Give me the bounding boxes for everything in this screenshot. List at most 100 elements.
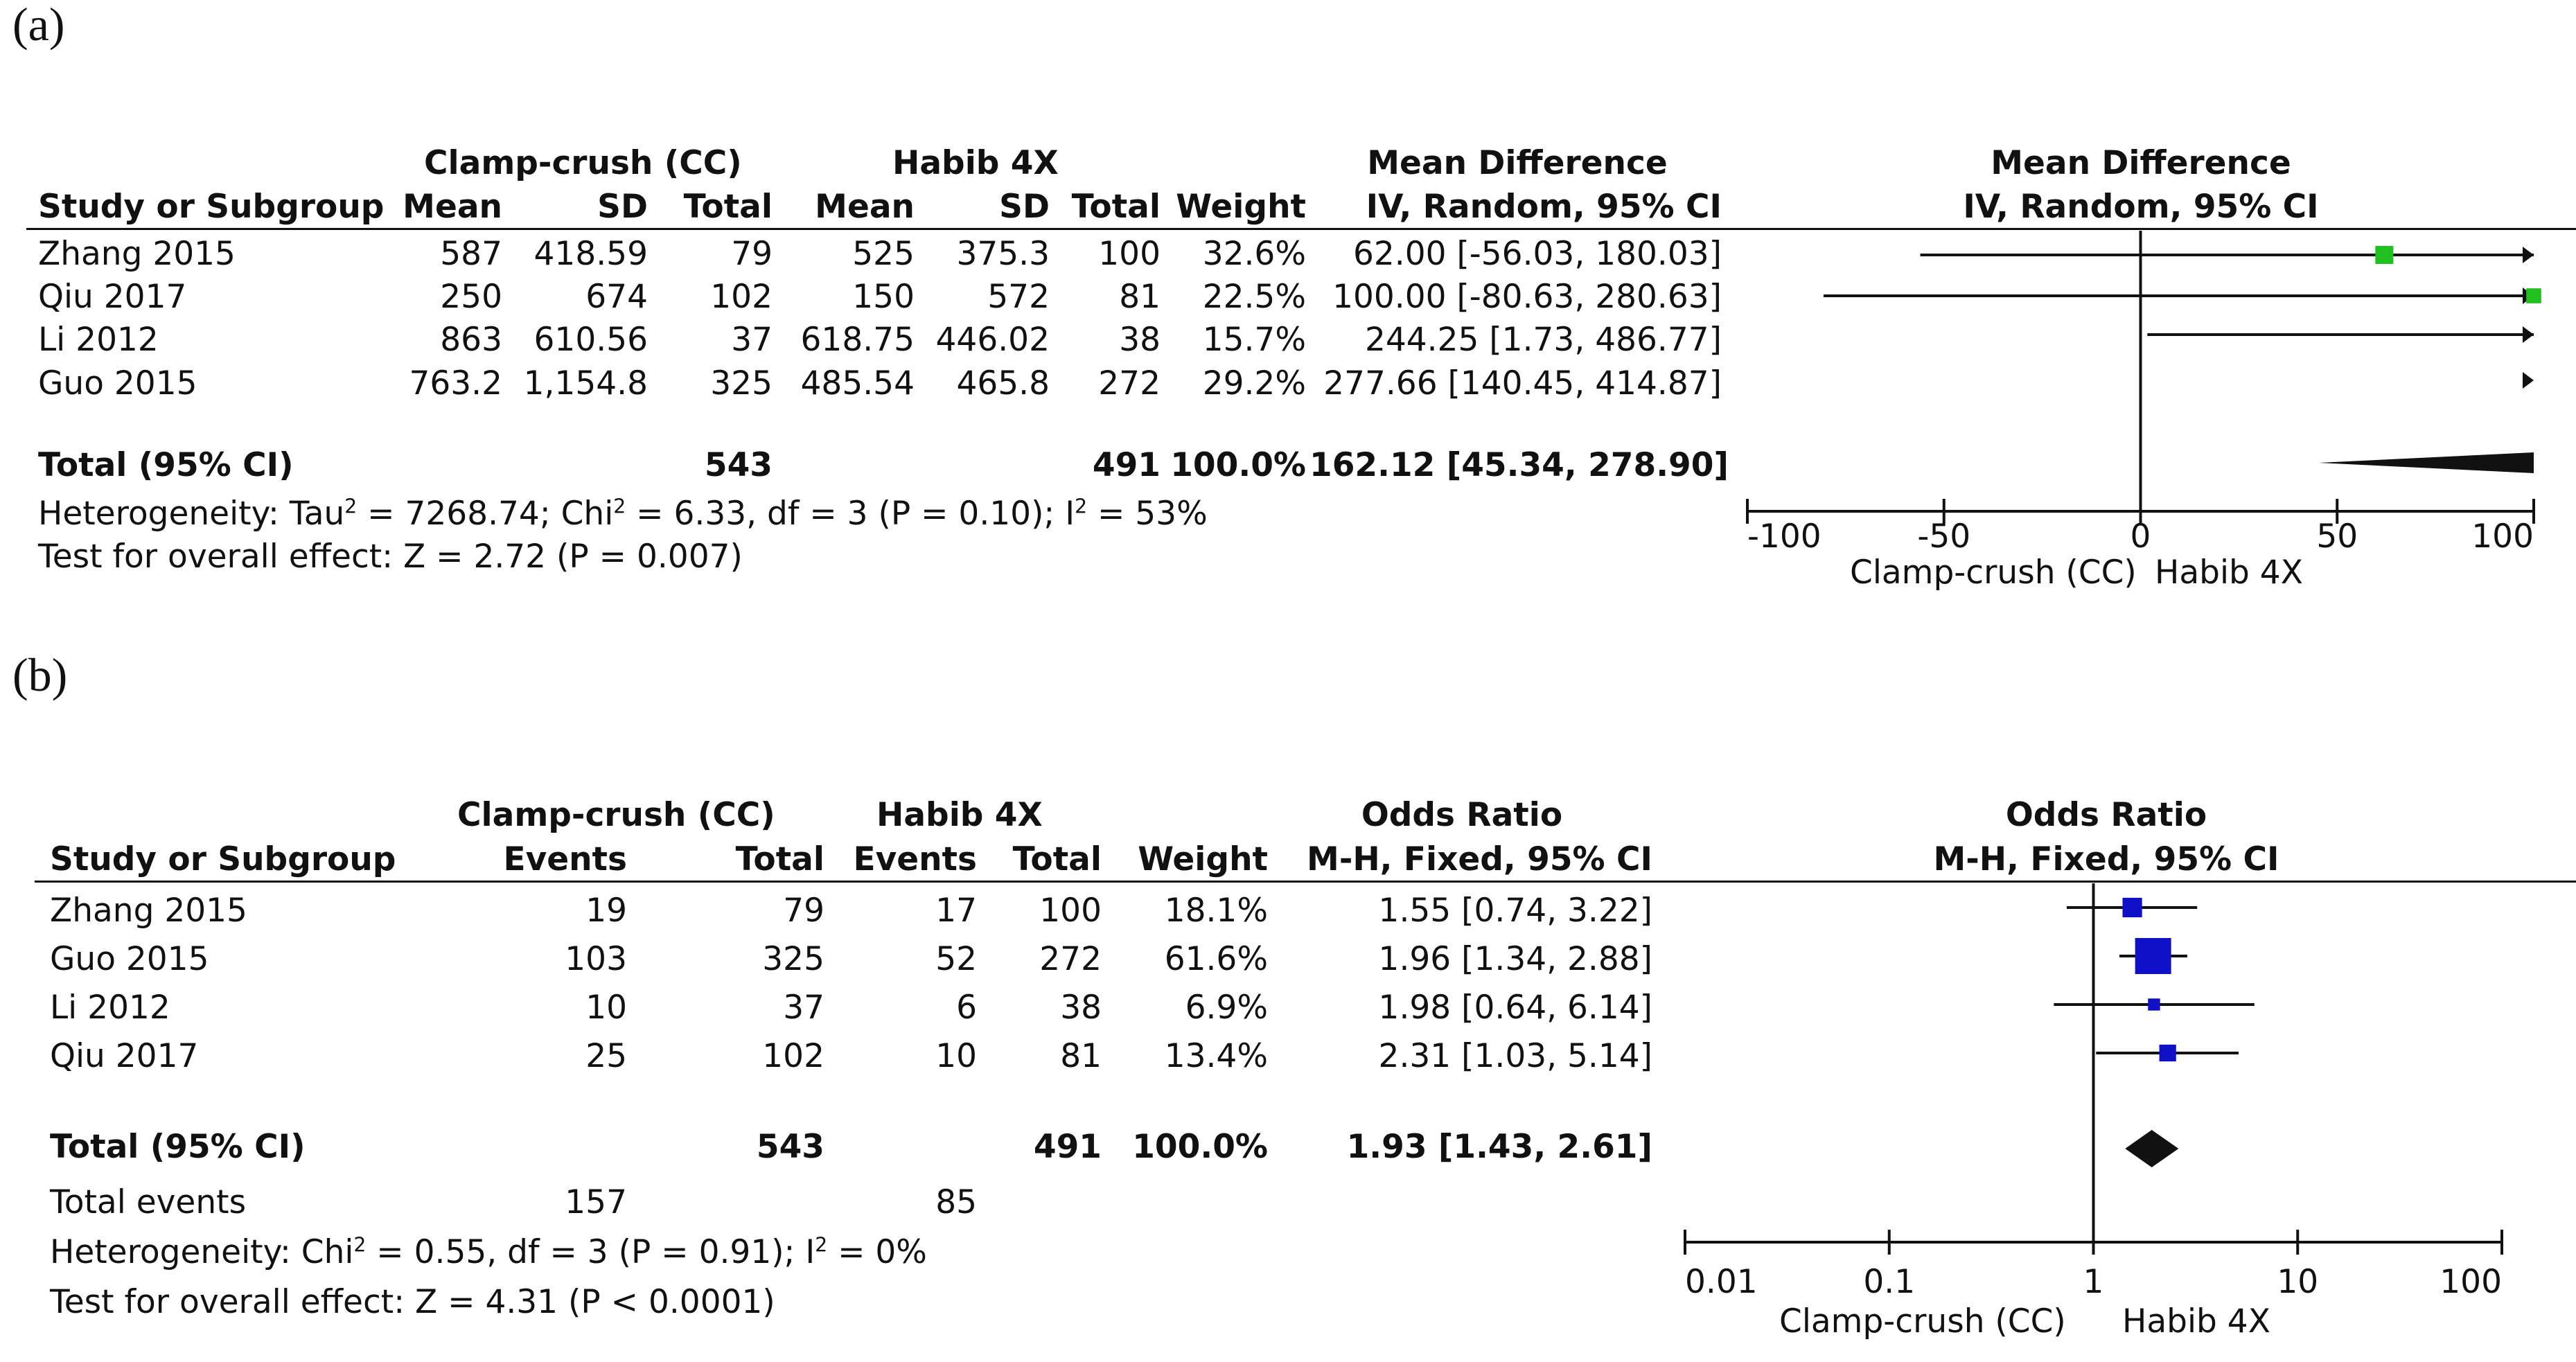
a-axis-left-label: Clamp-crush (CC) bbox=[1850, 554, 2137, 592]
b-row-ci: 1.55 [0.74, 3.22] bbox=[1378, 892, 1652, 930]
pa-pooled-diamond bbox=[2318, 452, 2534, 473]
a-total-n1: 543 bbox=[704, 446, 773, 484]
pa-tick-label: 50 bbox=[2316, 518, 2358, 556]
b-row-c3: 17 bbox=[935, 892, 977, 930]
a-group1-header: Clamp-crush (CC) bbox=[424, 144, 742, 182]
b-total-n2: 491 bbox=[1033, 1128, 1102, 1166]
a-total-ci: 162.12 [45.34, 278.90] bbox=[1309, 446, 1729, 484]
a-row-c3: 325 bbox=[710, 364, 773, 403]
a-row-c2: 418.59 bbox=[533, 235, 648, 273]
a-row-c1: 250 bbox=[440, 278, 502, 316]
b-col-events1: Events bbox=[503, 840, 627, 878]
b-effect-sub: M-H, Fixed, 95% CI bbox=[1307, 840, 1652, 878]
pb-tick-label: 0.01 bbox=[1685, 1263, 1758, 1301]
b-row-c1: 103 bbox=[565, 940, 627, 978]
pa-tick-label: -100 bbox=[1747, 518, 1821, 556]
b-row-weight: 61.6% bbox=[1164, 940, 1268, 978]
b-row-c1: 19 bbox=[585, 892, 627, 930]
pb-tick-label: 1 bbox=[2083, 1263, 2104, 1301]
a-row-study: Qiu 2017 bbox=[38, 278, 187, 316]
a-col-sd1: SD bbox=[597, 188, 648, 226]
b-axis-right-label: Habib 4X bbox=[2122, 1302, 2270, 1341]
a-overall-effect: Test for overall effect: Z = 2.72 (P = 0… bbox=[38, 538, 743, 576]
b-row-c2: 79 bbox=[783, 892, 824, 930]
a-row-c5: 465.8 bbox=[956, 364, 1050, 403]
pb-pooled-diamond bbox=[2125, 1130, 2179, 1167]
pb-tick-label: 0.1 bbox=[1863, 1263, 1915, 1301]
pb-tick-label: 10 bbox=[2277, 1263, 2318, 1301]
a-row-study: Guo 2015 bbox=[38, 364, 197, 403]
a-study-header: Study or Subgroup bbox=[38, 188, 385, 226]
a-row-weight: 15.7% bbox=[1202, 321, 1306, 359]
a-row-c4: 485.54 bbox=[800, 364, 915, 403]
a-effect-sub: IV, Random, 95% CI bbox=[1366, 188, 1722, 226]
a-header-rule bbox=[26, 228, 2576, 230]
b-plot-title: Odds Ratio bbox=[2005, 796, 2207, 834]
b-group2-header: Habib 4X bbox=[876, 796, 1043, 834]
b-row-c3: 10 bbox=[935, 1037, 977, 1075]
a-row-c1: 763.2 bbox=[409, 364, 502, 403]
b-row-study: Qiu 2017 bbox=[50, 1037, 199, 1075]
b-row-c4: 81 bbox=[1060, 1037, 1102, 1075]
a-total-weight: 100.0% bbox=[1170, 446, 1306, 484]
b-plot-sub: M-H, Fixed, 95% CI bbox=[1933, 840, 2279, 878]
b-col-total1: Total bbox=[735, 840, 824, 878]
a-row-study: Zhang 2015 bbox=[38, 235, 236, 273]
a-row-weight: 32.6% bbox=[1202, 235, 1306, 273]
a-row-c5: 375.3 bbox=[956, 235, 1050, 273]
a-row-ci: 277.66 [140.45, 414.87] bbox=[1323, 364, 1722, 403]
b-overall-effect: Test for overall effect: Z = 4.31 (P < 0… bbox=[50, 1283, 775, 1321]
b-row-c4: 272 bbox=[1039, 940, 1102, 978]
a-row-c5: 446.02 bbox=[935, 321, 1050, 359]
b-row-c2: 325 bbox=[762, 940, 824, 978]
a-col-weight: Weight bbox=[1176, 188, 1306, 226]
a-row-c5: 572 bbox=[987, 278, 1050, 316]
b-row-c2: 37 bbox=[783, 989, 824, 1027]
b-row-c4: 38 bbox=[1060, 989, 1102, 1027]
b-row-ci: 1.96 [1.34, 2.88] bbox=[1378, 940, 1652, 978]
a-col-mean2: Mean bbox=[815, 188, 915, 226]
a-row-c6: 38 bbox=[1119, 321, 1161, 359]
a-row-weight: 29.2% bbox=[1202, 364, 1306, 403]
a-heterogeneity: Heterogeneity: Tau2 = 7268.74; Chi2 = 6.… bbox=[38, 495, 1208, 533]
pa-study-marker bbox=[2526, 288, 2541, 303]
a-row-c6: 100 bbox=[1098, 235, 1161, 273]
pa-ci-arrow-right bbox=[2523, 326, 2534, 343]
b-total-events-1: 157 bbox=[565, 1183, 627, 1221]
b-row-weight: 18.1% bbox=[1164, 892, 1268, 930]
a-col-total1: Total bbox=[683, 188, 773, 226]
a-col-sd2: SD bbox=[999, 188, 1050, 226]
b-col-weight: Weight bbox=[1138, 840, 1268, 878]
a-row-c2: 1,154.8 bbox=[523, 364, 648, 403]
a-row-c3: 79 bbox=[731, 235, 773, 273]
b-total-weight: 100.0% bbox=[1132, 1128, 1268, 1166]
b-col-events2: Events bbox=[853, 840, 977, 878]
b-total-label: Total (95% CI) bbox=[50, 1128, 306, 1166]
a-row-c4: 150 bbox=[852, 278, 915, 316]
a-row-c4: 618.75 bbox=[800, 321, 915, 359]
b-group1-header: Clamp-crush (CC) bbox=[457, 796, 775, 834]
a-row-c1: 863 bbox=[440, 321, 502, 359]
b-header-rule bbox=[35, 881, 2576, 883]
a-row-ci: 62.00 [-56.03, 180.03] bbox=[1352, 235, 1722, 273]
a-row-c3: 102 bbox=[710, 278, 773, 316]
b-row-c3: 6 bbox=[956, 989, 977, 1027]
b-total-events-label: Total events bbox=[50, 1183, 247, 1221]
pa-tick-label: 0 bbox=[2131, 518, 2151, 556]
b-row-study: Zhang 2015 bbox=[50, 892, 247, 930]
b-heterogeneity: Heterogeneity: Chi2 = 0.55, df = 3 (P = … bbox=[50, 1233, 927, 1271]
a-row-c3: 37 bbox=[731, 321, 773, 359]
pb-study-marker bbox=[2159, 1044, 2176, 1062]
a-row-c6: 272 bbox=[1098, 364, 1161, 403]
a-plot-sub: IV, Random, 95% CI bbox=[1963, 188, 2319, 226]
b-row-ci: 1.98 [0.64, 6.14] bbox=[1378, 989, 1652, 1027]
pa-tick-label: 100 bbox=[2471, 518, 2534, 556]
pb-tick-label: 100 bbox=[2440, 1263, 2502, 1301]
pb-study-marker bbox=[2135, 938, 2171, 974]
b-row-weight: 6.9% bbox=[1185, 989, 1268, 1027]
a-row-weight: 22.5% bbox=[1202, 278, 1306, 316]
b-row-c1: 10 bbox=[585, 989, 627, 1027]
pa-study-marker bbox=[2375, 246, 2394, 264]
a-group2-header: Habib 4X bbox=[892, 144, 1059, 182]
